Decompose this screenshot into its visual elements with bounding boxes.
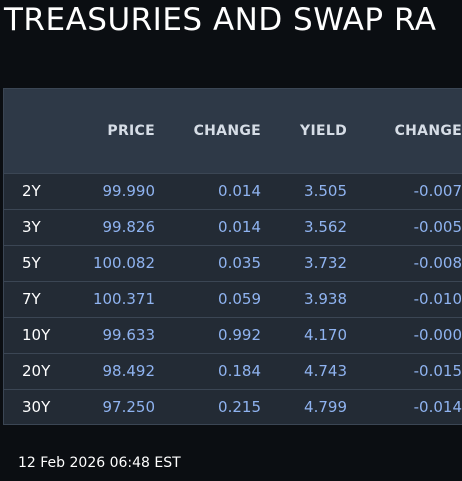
yield-cell: 4.799 [304,398,347,417]
yield-change-cell: -0.005 [413,218,462,236]
table-row: 3Y 99.826 0.014 3.562 -0.005 [4,209,462,245]
price-change-cell: 0.059 [218,290,261,308]
yield-cell: 3.562 [304,218,347,236]
tenor-cell: 7Y [22,290,41,308]
table-row: 2Y 99.990 0.014 3.505 -0.007 [4,173,462,209]
price-change-cell: 0.035 [218,254,261,272]
yield-change-cell: -0.008 [413,254,462,272]
yield-change-cell: -0.010 [413,290,462,308]
price-change-cell: 0.184 [218,362,261,380]
yield-cell: 3.505 [304,182,347,200]
yield-cell: 3.732 [304,254,347,272]
yield-cell: 3.938 [304,290,347,308]
price-change-cell: 0.992 [218,326,261,344]
price-cell: 99.633 [102,326,156,344]
column-header-price-change: CHANGE [193,122,261,139]
yield-change-cell: -0.000 [413,326,462,344]
rates-table: PRICE CHANGE YIELD CHANGE 2Y 99.990 0.01… [4,89,462,425]
price-change-cell: 0.215 [218,398,261,417]
tenor-cell: 20Y [22,362,51,380]
yield-change-cell: -0.015 [413,362,462,380]
tenor-cell: 2Y [22,182,41,200]
table-row: 7Y 100.371 0.059 3.938 -0.010 [4,281,462,317]
table-header-row: PRICE CHANGE YIELD CHANGE [4,89,462,173]
yield-change-cell: -0.014 [413,398,462,417]
price-cell: 98.492 [102,362,156,380]
price-cell: 99.826 [102,218,156,236]
table-row: 10Y 99.633 0.992 4.170 -0.000 [4,317,462,353]
table-row: 30Y 97.250 0.215 4.799 -0.014 [4,389,462,425]
tenor-cell: 3Y [22,218,41,236]
column-header-tenor [4,89,77,173]
price-cell: 100.082 [92,254,155,272]
timestamp: 12 Feb 2026 06:48 EST [18,455,181,471]
rates-table-panel: PRICE CHANGE YIELD CHANGE 2Y 99.990 0.01… [3,88,462,425]
yield-change-cell: -0.007 [413,182,462,200]
price-cell: 99.990 [102,182,156,200]
yield-cell: 4.170 [304,326,347,344]
tenor-cell: 30Y [22,398,51,417]
tenor-cell: 10Y [22,326,51,344]
page-title: TREASURIES AND SWAP RA [4,2,437,38]
price-cell: 97.250 [102,398,156,417]
yield-cell: 4.743 [304,362,347,380]
table-row: 5Y 100.082 0.035 3.732 -0.008 [4,245,462,281]
tenor-cell: 5Y [22,254,41,272]
price-cell: 100.371 [92,290,155,308]
column-header-yield: YIELD [300,122,347,139]
table-row: 20Y 98.492 0.184 4.743 -0.015 [4,353,462,389]
price-change-cell: 0.014 [218,218,261,236]
price-change-cell: 0.014 [218,182,261,200]
column-header-price: PRICE [107,122,155,139]
column-header-yield-change: CHANGE [394,122,462,139]
